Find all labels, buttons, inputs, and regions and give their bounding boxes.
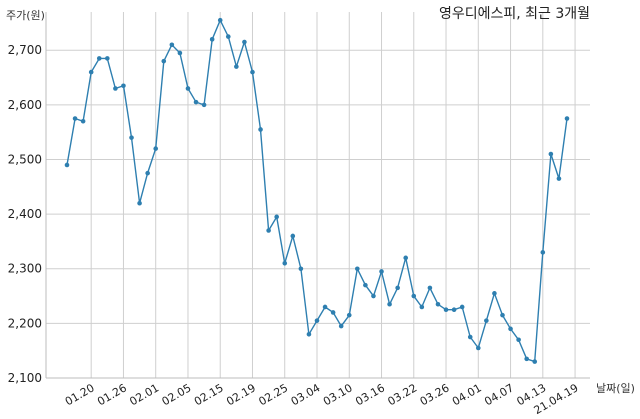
- price-point: [427, 285, 433, 291]
- price-point: [96, 56, 102, 61]
- price-point: [540, 250, 546, 255]
- price-point: [88, 69, 94, 75]
- x-tick-label: 02.05: [160, 381, 194, 408]
- price-point: [177, 50, 183, 56]
- price-point: [403, 255, 409, 261]
- price-point: [161, 58, 167, 64]
- price-point: [524, 356, 529, 362]
- price-point: [346, 312, 352, 318]
- price-point: [145, 170, 150, 176]
- price-point: [258, 127, 263, 132]
- chart-title: 영우디에스피, 최근 3개월: [439, 6, 590, 22]
- price-point: [113, 86, 118, 91]
- x-tick-label: 01.20: [63, 381, 97, 408]
- price-point: [72, 116, 78, 121]
- price-point: [242, 39, 247, 45]
- price-point: [548, 151, 554, 157]
- price-point: [306, 331, 312, 337]
- price-point: [363, 282, 368, 288]
- price-point: [467, 334, 473, 340]
- price-point: [129, 135, 134, 140]
- price-point: [508, 326, 513, 332]
- price-point: [475, 345, 481, 351]
- price-point: [121, 83, 126, 89]
- price-point: [201, 102, 207, 108]
- price-point: [274, 214, 279, 220]
- price-point: [500, 312, 505, 318]
- label-layer: 주가(원) 영우디에스피, 최근 3개월 날짜(일): [6, 6, 635, 395]
- y-axis-label: 주가(원): [6, 9, 45, 22]
- price-point: [105, 56, 110, 61]
- price-point: [556, 176, 562, 181]
- y-tick-label: 2,100: [8, 371, 42, 385]
- price-point: [459, 304, 465, 310]
- x-tick-label: 03.26: [418, 381, 452, 408]
- price-point: [419, 304, 425, 310]
- x-tick-label: 03.10: [321, 381, 355, 408]
- price-point: [322, 304, 328, 310]
- y-tick-label: 2,300: [8, 262, 42, 276]
- price-point: [225, 34, 231, 39]
- price-point: [80, 118, 86, 124]
- price-point: [532, 359, 538, 364]
- price-point: [338, 323, 344, 329]
- price-point: [234, 64, 239, 69]
- price-point: [290, 233, 296, 239]
- price-point: [451, 307, 457, 313]
- x-tick-label: 02.15: [192, 381, 226, 408]
- price-point: [411, 293, 417, 299]
- price-point: [217, 17, 223, 23]
- x-axis-label: 날짜(일): [596, 381, 635, 395]
- price-point: [379, 269, 384, 274]
- price-point: [492, 291, 497, 296]
- y-tick-label: 2,600: [8, 98, 42, 112]
- price-point: [564, 116, 570, 121]
- price-point: [193, 99, 199, 105]
- price-point: [298, 266, 304, 272]
- price-point: [330, 310, 336, 315]
- x-tick-label: 04.01: [450, 381, 484, 408]
- price-point: [282, 260, 288, 266]
- x-tick-label: 03.16: [353, 381, 387, 408]
- price-point: [137, 200, 142, 206]
- price-point: [64, 162, 70, 168]
- price-point: [185, 86, 191, 91]
- price-point: [314, 318, 320, 323]
- grid-layer: [46, 12, 590, 379]
- price-point: [371, 293, 376, 299]
- y-tick-label: 2,700: [8, 43, 42, 57]
- series-layer: [64, 17, 570, 364]
- y-tick-label: 2,500: [8, 152, 42, 166]
- price-point: [266, 228, 271, 233]
- x-tick-label: 01.26: [95, 381, 129, 408]
- price-point: [435, 301, 441, 307]
- price-point: [209, 37, 215, 42]
- x-tick-label: 02.01: [127, 381, 161, 408]
- price-point: [387, 301, 392, 307]
- x-tick-label: 02.25: [256, 381, 290, 408]
- y-tick-label: 2,200: [8, 316, 42, 330]
- price-point: [395, 285, 400, 291]
- x-tick-label: 03.22: [385, 381, 419, 408]
- x-tick-label: 02.19: [224, 381, 258, 408]
- price-point: [355, 266, 360, 272]
- x-tick-label: 04.07: [482, 381, 516, 408]
- price-point: [169, 42, 175, 48]
- x-tick-label: 03.04: [289, 381, 323, 408]
- price-point: [484, 318, 489, 323]
- price-point: [153, 146, 159, 151]
- price-point: [443, 307, 449, 313]
- y-tick-label: 2,400: [8, 207, 42, 221]
- price-point: [516, 337, 521, 343]
- price-point: [250, 69, 255, 75]
